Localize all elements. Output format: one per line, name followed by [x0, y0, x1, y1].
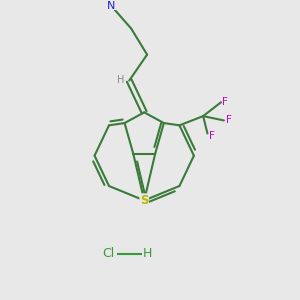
Text: F: F — [226, 116, 232, 125]
Text: H: H — [142, 248, 152, 260]
Text: N: N — [107, 1, 115, 10]
Text: S: S — [140, 194, 148, 207]
Text: Cl: Cl — [102, 248, 114, 260]
Text: H: H — [117, 75, 124, 85]
Text: F: F — [209, 131, 215, 141]
Text: F: F — [223, 97, 228, 107]
